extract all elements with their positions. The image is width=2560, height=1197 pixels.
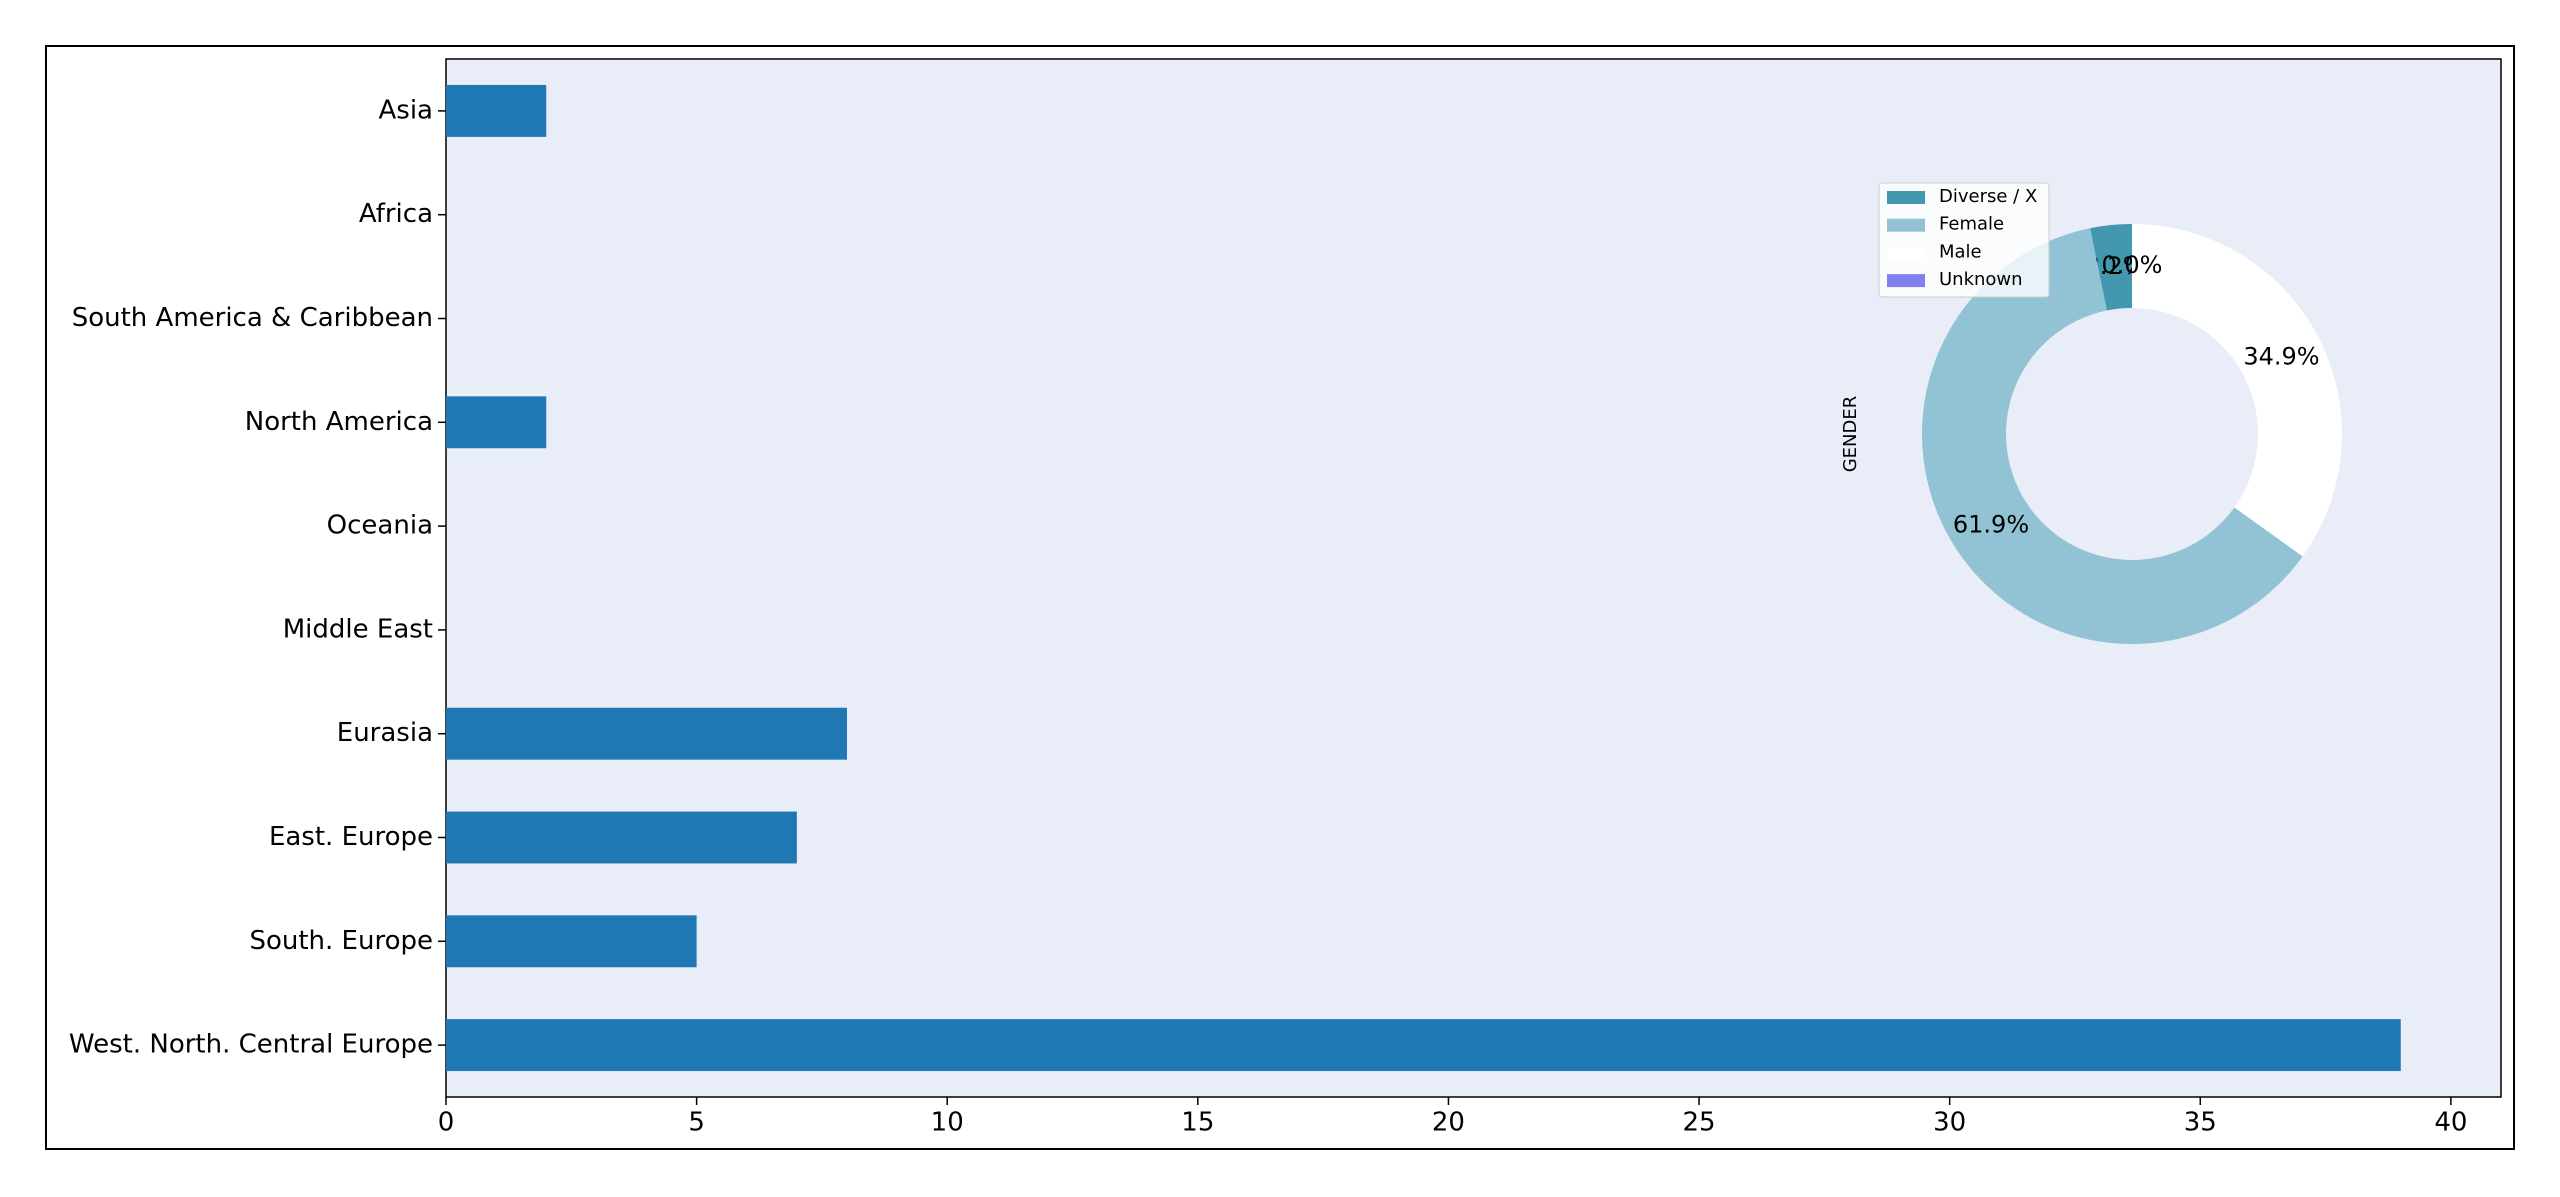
pie-wedge <box>2132 224 2343 557</box>
figure-frame <box>45 45 2515 1150</box>
x-tick-label: 15 <box>1181 1108 1214 1138</box>
bar <box>446 84 547 137</box>
legend-swatch <box>1887 218 1925 232</box>
y-tick-label: Africa <box>359 199 433 229</box>
y-tick-label: Middle East <box>283 614 433 644</box>
pie-wedge <box>2090 224 2132 311</box>
legend-label: Female <box>1939 214 2004 235</box>
x-tick-label: 35 <box>2184 1108 2217 1138</box>
bar <box>446 915 697 968</box>
pie-value-label: 0.0% <box>2102 251 2163 279</box>
pie-value-label: 34.9% <box>2243 342 2319 370</box>
pie-value-label: 61.9% <box>1953 510 2029 538</box>
pie-wedge <box>1922 228 2303 645</box>
legend-box <box>1878 182 2050 298</box>
x-tick-label: 10 <box>931 1108 964 1138</box>
x-tick-label: 20 <box>1432 1108 1465 1138</box>
bar <box>446 396 547 449</box>
x-tick-label: 5 <box>688 1108 705 1138</box>
legend-label: Male <box>1939 241 1982 262</box>
x-tick-label: 40 <box>2434 1108 2467 1138</box>
x-tick-label: 30 <box>1933 1108 1966 1138</box>
x-tick-label: 0 <box>438 1108 455 1138</box>
y-tick-label: West. North. Central Europe <box>69 1030 433 1060</box>
y-tick-label: South. Europe <box>249 926 433 956</box>
legend-label: Diverse / X <box>1939 186 2037 207</box>
y-tick-label: East. Europe <box>269 822 433 852</box>
y-tick-label: Eurasia <box>337 718 433 748</box>
y-tick-label: South America & Caribbean <box>72 303 433 333</box>
y-tick-label: Asia <box>379 95 434 125</box>
legend-label: Unknown <box>1939 269 2023 290</box>
legend-swatch <box>1887 274 1925 288</box>
pie-ylabel: GENDER <box>1840 396 1861 473</box>
y-tick-label: North America <box>245 407 433 437</box>
x-tick-label: 25 <box>1683 1108 1716 1138</box>
y-tick-label: Oceania <box>327 511 433 541</box>
bar <box>446 811 797 864</box>
legend-swatch <box>1887 191 1925 204</box>
legend-swatch <box>1887 246 1925 260</box>
bar <box>446 707 847 760</box>
bar <box>446 1019 2401 1072</box>
